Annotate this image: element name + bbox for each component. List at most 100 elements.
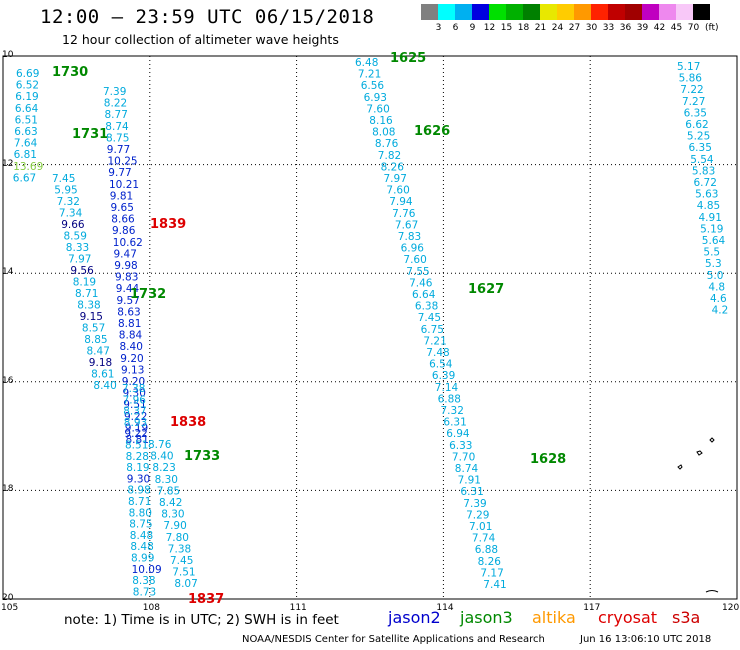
pass-time-label: 1839 — [150, 217, 186, 232]
wave-height-value: 8.73 — [133, 586, 156, 598]
colorbar-label: 42 — [653, 23, 666, 33]
wave-height-value: 5.0 — [707, 270, 724, 282]
wave-height-value: 10.62 — [113, 237, 143, 249]
colorbar-label: 36 — [619, 23, 632, 33]
wave-height-value: 6.88 — [475, 544, 498, 556]
wave-height-value: 6.62 — [685, 119, 708, 131]
pass-time-label: 1730 — [52, 65, 88, 80]
wave-height-value: 7.22 — [680, 84, 703, 96]
colorbar-label: 27 — [568, 23, 581, 33]
wave-height-value: 8.16 — [369, 115, 393, 127]
wave-height-value: 6.72 — [694, 177, 717, 189]
latitude-tick-label: 12 — [2, 158, 14, 169]
wave-height-value: 8.51 — [125, 440, 148, 452]
generation-timestamp: Jun 16 13:06:10 UTC 2018 — [580, 634, 712, 645]
wave-height-value: 8.80 — [129, 507, 152, 519]
wave-height-value: 8.76 — [375, 138, 399, 150]
wave-height-value: 8.42 — [159, 497, 182, 509]
wave-height-value: 6.75 — [421, 324, 444, 336]
wave-height-value: 8.30 — [161, 509, 184, 521]
latitude-tick-label: 18 — [2, 484, 14, 495]
latitude-tick-label: 16 — [2, 375, 14, 386]
wave-height-value: 8.07 — [174, 578, 197, 590]
wave-height-value: 9.13 — [121, 364, 144, 376]
wave-height-value: 8.81 — [126, 434, 149, 446]
wave-height-value: 9.30 — [127, 473, 150, 485]
wave-height-value: 7.85 — [157, 485, 180, 497]
wave-height-value: 8.40 — [93, 380, 116, 392]
colorbar-label: 18 — [517, 23, 530, 33]
longitude-tick-label: 108 — [142, 603, 160, 613]
colorbar-label: 12 — [483, 23, 496, 33]
wave-height-value: 6.67 — [13, 172, 36, 184]
wave-height-value: 6.19 — [15, 91, 38, 103]
longitude-tick-label: 117 — [583, 603, 601, 613]
wave-height-value: 7.55 — [406, 266, 429, 278]
wave-height-value: 9.77 — [108, 167, 131, 179]
wave-height-value: 7.90 — [163, 520, 186, 532]
colorbar-swatch — [506, 4, 523, 20]
wave-height-value: 8.19 — [73, 277, 96, 289]
wave-height-value: 9.66 — [61, 219, 85, 231]
colorbar-label: 45 — [670, 23, 683, 33]
wave-height-value: 8.63 — [117, 306, 140, 318]
wave-height-value: 9.22 — [124, 428, 147, 440]
colorbar-label: 21 — [534, 23, 547, 33]
map-title: 12:00 – 23:59 UTC 06/15/2018 — [40, 6, 375, 28]
satellite-legend-jason2: jason2 — [388, 608, 441, 627]
wave-height-value: 9.47 — [114, 248, 137, 260]
wave-height-value: 7.38 — [122, 383, 145, 395]
wave-height-value: 9.77 — [107, 144, 130, 156]
wave-height-value: 9.56 — [70, 265, 94, 277]
wave-height-value: 6.52 — [16, 80, 39, 92]
wave-height-value: 7.45 — [418, 312, 441, 324]
wave-height-value: 7.94 — [389, 196, 413, 208]
wave-height-value: 6.94 — [446, 428, 470, 440]
wave-height-value: 6.93 — [364, 92, 387, 104]
island-outline — [709, 437, 715, 443]
wave-height-value: 6.56 — [361, 80, 385, 92]
wave-height-value: 7.32 — [57, 196, 80, 208]
colorbar-swatch — [455, 4, 472, 20]
wave-height-value: 9.18 — [89, 357, 112, 369]
altimeter-passes: 6.696.526.196.646.516.637.646.8113.696.6… — [13, 57, 729, 598]
wave-height-value: 9.20 — [122, 376, 145, 388]
wave-height-value: 8.40 — [150, 451, 173, 463]
wave-height-value: 8.38 — [77, 300, 100, 312]
latitude-tick-label: 20 — [2, 593, 14, 603]
wave-height-value: 7.32 — [441, 405, 464, 417]
pass-time-label: 1733 — [184, 449, 220, 464]
colorbar-swatch — [693, 4, 710, 20]
wave-height-value: 6.96 — [401, 243, 425, 255]
wave-height-value: 7.83 — [398, 231, 421, 243]
longitude-tick-label: 114 — [436, 603, 454, 613]
wave-height-value: 8.59 — [64, 231, 87, 243]
colorbar-swatch — [676, 4, 693, 20]
wave-height-value: 7.64 — [14, 138, 38, 150]
wave-height-value: 9.51 — [123, 399, 146, 411]
wave-height-value: 13.69 — [13, 161, 43, 173]
wave-height-value: 6.35 — [684, 107, 707, 119]
wave-height-value: 5.3 — [705, 258, 722, 270]
wave-height-value: 5.19 — [700, 223, 723, 235]
wave-height-value: 7.48 — [426, 347, 449, 359]
wave-height-value: 8.99 — [131, 553, 154, 565]
wave-height-value: 6.33 — [449, 440, 472, 452]
colorbar-swatch — [523, 4, 540, 20]
wave-height-value: 7.70 — [452, 451, 475, 463]
wave-height-value: 8.98 — [127, 485, 150, 497]
wave-height-value: 9.98 — [114, 260, 137, 272]
colorbar-label: 24 — [551, 23, 564, 33]
wave-height-value: 8.61 — [91, 369, 114, 381]
color-scale-legend: 3 6 9 12 15 18 21 24 27 30 33 36 39 42 45 70 (ft) — [421, 4, 727, 34]
wave-height-value: 6.35 — [689, 142, 712, 154]
wave-height-value: 5.17 — [677, 61, 700, 73]
wave-height-value: 7.34 — [59, 208, 83, 220]
map-frame — [2, 55, 738, 600]
colorbar-label: 9 — [469, 23, 476, 33]
pass-time-label: 1731 — [72, 127, 108, 142]
wave-height-value: 6.51 — [15, 114, 38, 126]
colorbar-swatch — [625, 4, 642, 20]
wave-height-value: 5.25 — [687, 131, 710, 143]
wave-height-value: 8.75 — [129, 519, 152, 531]
